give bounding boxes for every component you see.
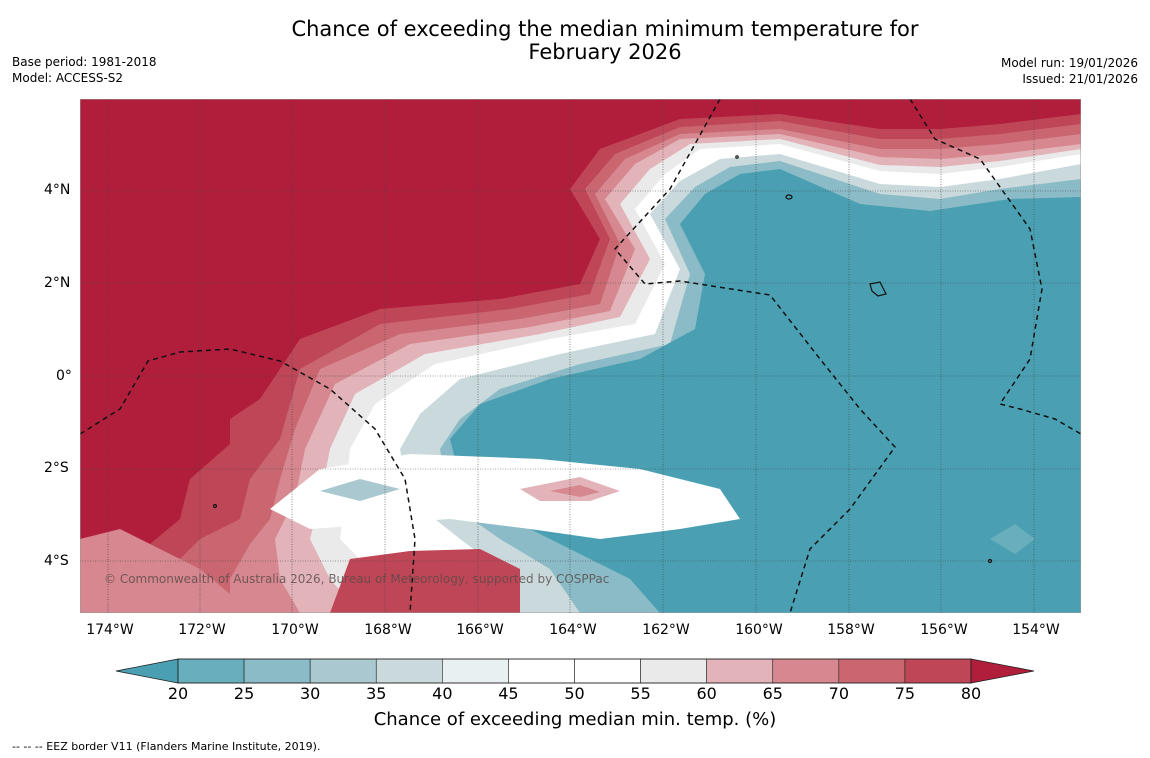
colorbar-segment: [177, 658, 245, 684]
map-title: Chance of exceeding the median minimum t…: [230, 18, 980, 64]
colorbar-segment: [243, 658, 311, 684]
lon-label-166w: 166°W: [456, 622, 504, 638]
forecast-map[interactable]: [80, 99, 1081, 613]
islands: [212, 155, 993, 564]
meta-left: Base period: 1981-2018 Model: ACCESS-S2: [12, 54, 157, 86]
graticule: [80, 99, 1081, 613]
copyright-notice: © Commonwealth of Australia 2026, Bureau…: [104, 572, 610, 586]
island-kiritimati: [869, 281, 887, 297]
lat-label-4n: 4°N: [44, 182, 71, 198]
lon-label-156w: 156°W: [920, 622, 968, 638]
colorbar-tick-label: 80: [960, 684, 982, 703]
colorbar-segment: [375, 658, 443, 684]
colorbar-tick-label: 70: [828, 684, 849, 703]
colorbar-segment: [640, 658, 707, 684]
colorbar-tick-label: 25: [233, 684, 255, 703]
lat-label-4s: 4°S: [44, 553, 69, 569]
lon-label-174w: 174°W: [86, 622, 134, 638]
south-cool-patch: [320, 479, 400, 501]
colorbar-tick-label: 35: [366, 684, 387, 703]
colorbar-segment: [574, 658, 641, 684]
southwest-red: [80, 324, 245, 613]
base-period: Base period: 1981-2018: [12, 55, 157, 69]
colorbar-tick-label: 20: [167, 684, 189, 703]
colorbar-segments: [177, 658, 972, 684]
colorbar-tick-label: 55: [630, 684, 651, 703]
colorbar-tick-label: 45: [498, 684, 519, 703]
lat-label-2n: 2°N: [44, 275, 71, 291]
eez-kiribati-west: [613, 99, 896, 613]
eez-tokelau: [80, 348, 416, 613]
issued-date: Issued: 21/01/2026: [1022, 72, 1138, 86]
lon-label-164w: 164°W: [549, 622, 597, 638]
colorbar-label: Chance of exceeding median min. temp. (%…: [373, 709, 777, 730]
colorbar-tick-label: 30: [299, 684, 321, 703]
lon-label-158w: 158°W: [827, 622, 875, 638]
colorbar-frame: [177, 658, 972, 684]
lon-label-160w: 160°W: [735, 622, 783, 638]
east-cool-patch: [990, 524, 1035, 554]
colorbar-tick-label: 75: [894, 684, 916, 703]
lon-label-172w: 172°W: [178, 622, 226, 638]
meta-right: Model run: 19/01/2026 Issued: 21/01/2026: [1001, 55, 1138, 87]
model-run: Model run: 19/01/2026: [1000, 56, 1138, 70]
colorbar-high-arrow: [970, 658, 1035, 684]
title-line-1: Chance of exceeding the median minimum t…: [291, 17, 919, 41]
lon-label-154w: 154°W: [1012, 622, 1060, 638]
colorbar-tick-label: 50: [564, 684, 585, 703]
south-red-lobe: [330, 549, 520, 613]
lon-label-168w: 168°W: [364, 622, 412, 638]
eez-borders: [80, 99, 1081, 613]
island-small-1: [212, 503, 218, 509]
lon-label-162w: 162°W: [642, 622, 690, 638]
southwest-pink: [80, 529, 230, 613]
island-palmyra: [785, 194, 793, 200]
colorbar-low-arrow: [115, 658, 179, 684]
south-warm-center: [550, 485, 600, 497]
eez-legend: -- -- -- EEZ border V11 (Flanders Marine…: [12, 740, 321, 753]
lat-label-2s: 2°S: [44, 460, 69, 476]
lon-label-170w: 170°W: [271, 622, 319, 638]
model-name: Model: ACCESS-S2: [12, 71, 124, 85]
colorbar-segment: [442, 658, 509, 684]
colorbar-segment: [508, 658, 575, 684]
island-small-3: [735, 155, 739, 159]
colorbar-segment: [772, 658, 840, 684]
colorbar-segment: [838, 658, 906, 684]
eez-kiribati-east: [909, 99, 1081, 435]
colorbar-segment: [309, 658, 377, 684]
south-warm-tongue: [270, 454, 740, 539]
lat-label-0: 0°: [56, 368, 72, 384]
title-line-2: February 2026: [528, 40, 682, 64]
colorbar-tick-label: 40: [432, 684, 453, 703]
colorbar-segment: [904, 658, 972, 684]
colorbar-tick-label: 60: [696, 684, 717, 703]
colorbar-segment: [706, 658, 774, 684]
colorbar-tick-label: 65: [762, 684, 783, 703]
colorbar: [115, 658, 1035, 684]
island-small-2: [987, 558, 993, 564]
